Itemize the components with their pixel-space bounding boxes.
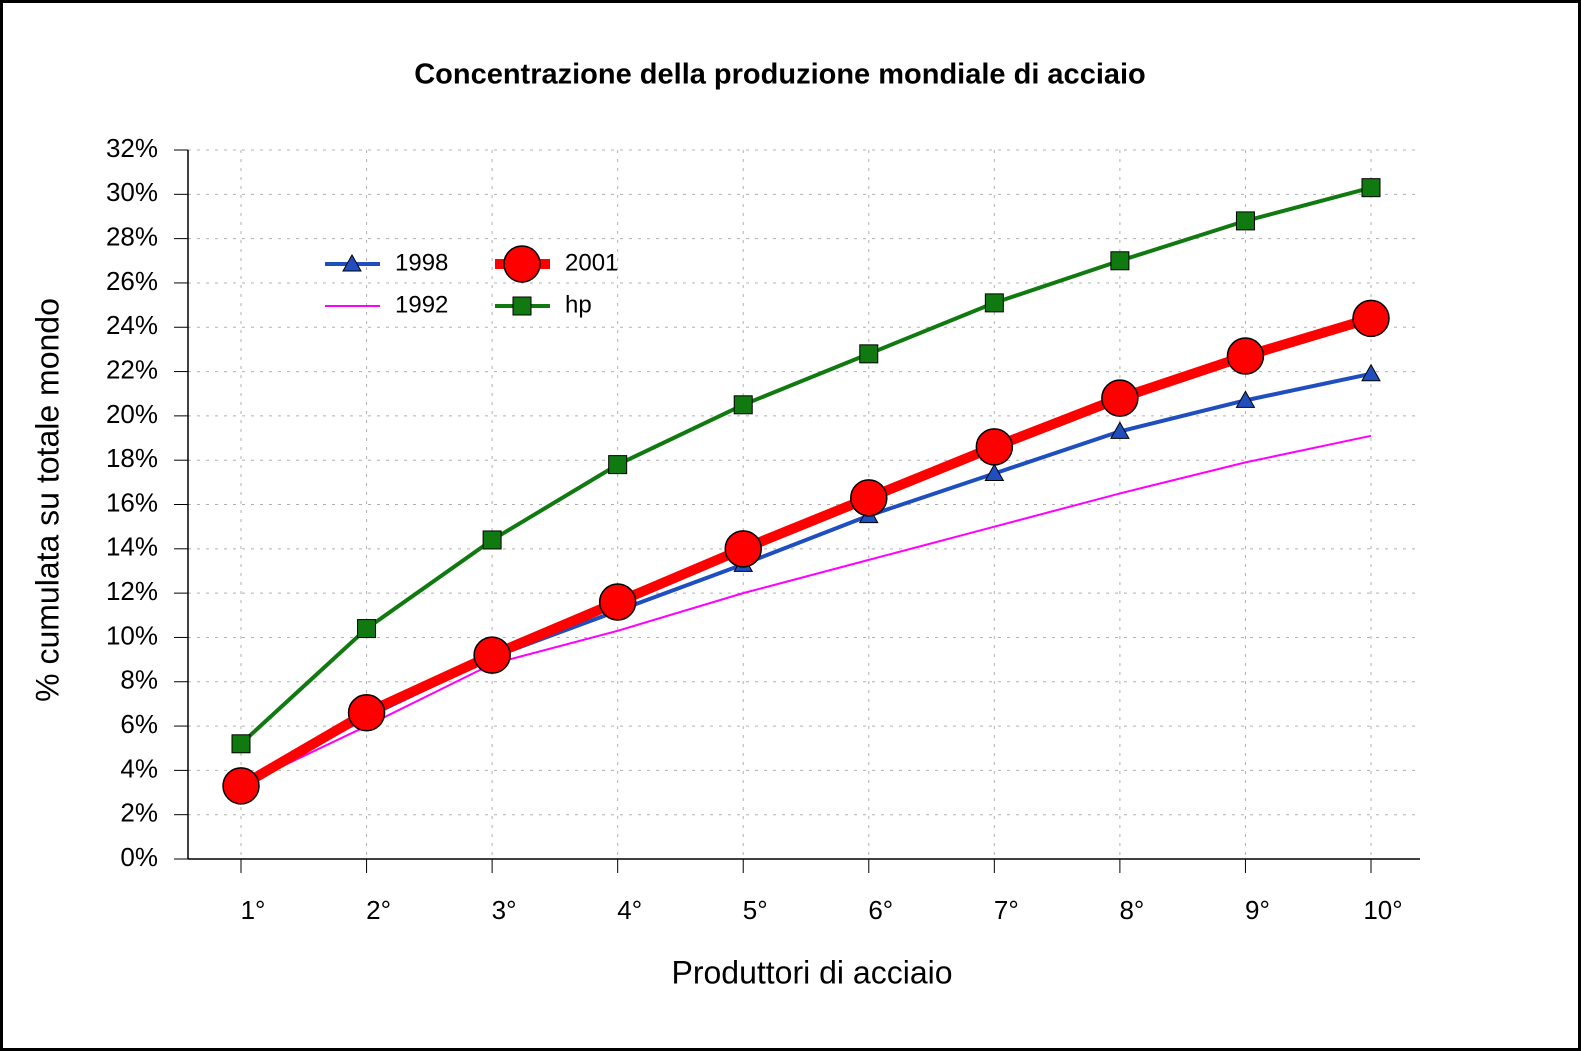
legend-label: 2001	[565, 249, 618, 276]
y-tick-label: 4%	[120, 753, 158, 783]
data-point	[975, 428, 1014, 466]
y-tick-label: 26%	[106, 266, 158, 296]
y-axis-title: % cumulata su totale mondo	[29, 298, 65, 702]
data-point	[1101, 379, 1139, 417]
y-tick-label: 30%	[106, 177, 158, 207]
legend-label: 1992	[395, 291, 448, 318]
y-tick-label: 12%	[106, 576, 158, 606]
legend-marker	[503, 245, 541, 283]
data-point	[1361, 178, 1381, 198]
legend-label: hp	[565, 291, 592, 318]
data-point	[608, 455, 628, 475]
data-point	[473, 636, 511, 674]
x-tick-label: 2°	[366, 895, 391, 925]
y-tick-label: 10%	[106, 620, 158, 650]
data-point	[984, 463, 1005, 481]
x-tick-label: 7°	[994, 895, 1019, 925]
y-tick-label: 14%	[106, 532, 158, 562]
y-tick-label: 6%	[120, 709, 158, 739]
data-point	[357, 619, 377, 639]
data-point	[598, 583, 637, 621]
y-tick-label: 8%	[120, 665, 158, 695]
x-tick-label: 3°	[492, 895, 517, 925]
y-tick-label: 22%	[106, 354, 158, 384]
data-point	[347, 694, 386, 732]
data-point	[482, 530, 502, 550]
y-tick-label: 24%	[106, 310, 158, 340]
data-point	[222, 767, 260, 805]
x-tick-label: 9°	[1245, 895, 1270, 925]
series-line	[240, 434, 1372, 787]
y-tick-label: 28%	[106, 222, 158, 252]
x-tick-label: 5°	[743, 895, 768, 925]
legend-marker	[342, 253, 362, 272]
series-line	[238, 313, 1373, 791]
data-point	[1110, 251, 1130, 271]
data-point	[850, 479, 888, 517]
legend-label: 1998	[395, 249, 448, 276]
data-point	[724, 530, 762, 568]
data-point	[733, 395, 753, 415]
data-point	[1110, 421, 1130, 439]
y-tick-label: 32%	[106, 133, 158, 163]
data-point	[1235, 390, 1256, 408]
data-point	[1361, 363, 1381, 382]
x-tick-label: 10°	[1363, 895, 1402, 925]
y-tick-label: 2%	[120, 798, 158, 828]
data-point	[1352, 299, 1390, 338]
x-axis-title: Produttori di acciaio	[671, 954, 952, 990]
x-tick-label: 6°	[868, 895, 893, 925]
data-point	[1226, 337, 1265, 375]
data-point	[1235, 211, 1255, 231]
chart-title: Concentrazione della produzione mondiale…	[414, 59, 1146, 91]
series-line	[239, 185, 1372, 746]
y-tick-label: 18%	[106, 443, 158, 473]
x-tick-label: 8°	[1119, 895, 1144, 925]
y-tick-label: 20%	[106, 399, 158, 429]
y-tick-label: 16%	[106, 487, 158, 517]
data-point	[859, 344, 879, 364]
legend-marker	[512, 296, 532, 316]
data-point	[231, 734, 251, 754]
x-tick-label: 4°	[617, 895, 642, 925]
data-point	[984, 293, 1004, 313]
y-tick-label: 0%	[120, 842, 158, 872]
x-tick-label: 1°	[241, 895, 266, 925]
